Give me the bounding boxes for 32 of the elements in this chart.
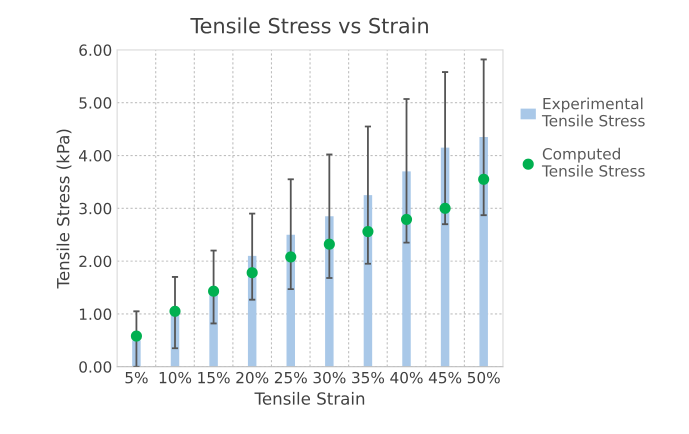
chart-title: Tensile Stress vs Strain xyxy=(190,17,428,34)
y-tick-label: 2.00 xyxy=(79,256,112,268)
point xyxy=(400,214,412,225)
point xyxy=(324,238,335,250)
y-tick-label: 4.00 xyxy=(79,150,112,162)
x-tick-label: 45% xyxy=(428,372,462,384)
x-tick-label: 5% xyxy=(125,372,148,384)
x-tick-label: 15% xyxy=(198,372,230,384)
y-axis-title: Tensile Stress (kPa) xyxy=(56,130,72,289)
point xyxy=(246,267,258,278)
point xyxy=(285,251,296,262)
x-tick-label: 50% xyxy=(468,372,500,384)
point xyxy=(130,330,142,342)
point xyxy=(478,174,490,185)
legend-label: Experimental Tensile Stress xyxy=(542,98,645,126)
point xyxy=(208,286,220,297)
x-axis-title: Tensile Strain xyxy=(254,392,364,405)
y-tick-label: 0.00 xyxy=(79,361,112,373)
y-tick-label: 1.00 xyxy=(80,308,112,320)
y-tick-label: 6.00 xyxy=(79,44,112,56)
x-tick-label: 20% xyxy=(236,372,268,384)
point xyxy=(362,226,374,238)
y-tick-label: 3.00 xyxy=(79,202,112,214)
y-tick-label: 5.00 xyxy=(79,97,112,109)
x-tick-label: 35% xyxy=(352,372,384,384)
point xyxy=(169,306,181,317)
x-tick-label: 10% xyxy=(160,372,192,384)
point xyxy=(440,202,451,214)
x-tick-label: 25% xyxy=(274,372,307,384)
x-tick-label: 30% xyxy=(314,372,346,384)
legend-label: Computed Tensile Stress xyxy=(542,148,645,177)
x-tick-label: 40% xyxy=(390,372,423,384)
